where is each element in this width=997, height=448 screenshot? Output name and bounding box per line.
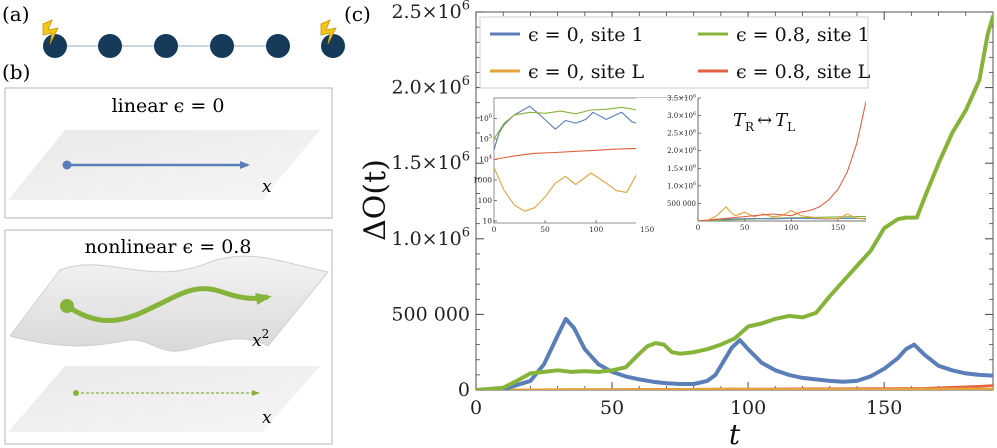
inset2-x-tick-label: 0 — [696, 223, 701, 232]
site-2 — [98, 34, 122, 58]
panel-b-label: (b) — [2, 60, 30, 84]
inset1-y-tick-label: 104 — [479, 155, 492, 164]
chain-sites — [43, 34, 345, 58]
inset2-x-tick-label: 50 — [740, 223, 750, 232]
linear-title: linear ϵ = 0 — [112, 95, 225, 117]
x-tick-label: 150 — [866, 397, 902, 419]
series-line-1 — [476, 14, 993, 390]
inset2-y-tick-label: 3.5×106 — [667, 93, 696, 102]
site-5 — [266, 34, 290, 58]
inset1-x-tick-label: 100 — [589, 225, 604, 234]
legend: ϵ = 0, site 1 ϵ = 0.8, site 1 ϵ = 0, site … — [479, 16, 871, 89]
nonlinear-start-dot — [60, 299, 74, 313]
inset2-x-tick-label: 100 — [784, 223, 799, 232]
inset1-x-tick-label: 0 — [492, 225, 497, 234]
legend-frame — [479, 16, 869, 89]
nonlinear-lower-plane — [8, 366, 320, 432]
panel-c-label: (c) — [344, 2, 371, 26]
nonlinear-title: nonlinear ϵ = 0.8 — [85, 236, 252, 258]
inset1-x-tick-label: 50 — [540, 225, 550, 234]
site-6 — [321, 34, 345, 58]
inset2-title: TR ↔ TL — [733, 110, 795, 134]
series-line-0 — [476, 316, 993, 390]
x-tick-label: 100 — [730, 397, 766, 419]
inset2-y-tick-label: 1.0×106 — [667, 181, 696, 190]
inset-reversed-chart: 0 50 100 150 500 000 1.0×106 1.5×106 2.0×106 2.5… — [636, 93, 866, 232]
legend-label: ϵ = 0, site 1 — [528, 24, 644, 46]
inset1-y-tick-label: 105 — [479, 134, 492, 143]
legend-label: ϵ = 0.8, site L — [736, 61, 871, 83]
panel-a-label: (a) — [2, 2, 30, 26]
y-tick-label: 2.5×106 — [391, 0, 470, 23]
inset2-series-line-2 — [698, 206, 866, 221]
linear-start-dot — [62, 160, 72, 170]
bolt-right-icon — [320, 19, 337, 45]
nonlinear-trajectory — [65, 286, 272, 323]
inset2-y-tick-label: 500 000 — [667, 200, 696, 208]
inset2-y-tick-label: 2.0×106 — [667, 146, 696, 155]
y-tick-label: 500 000 — [391, 303, 470, 325]
nonlinear-axis-lower: x — [262, 408, 272, 428]
bolt-left-icon — [42, 19, 59, 45]
inset2-y-tick-label: 1.5×106 — [667, 164, 696, 173]
inset2-y-tick-label: 2.5×106 — [667, 128, 696, 137]
y-tick-label: 2.0×106 — [391, 74, 470, 99]
y-tick-label: 0 — [458, 379, 470, 401]
x-tick-label: 0 — [470, 397, 482, 419]
projected-start-dot — [73, 390, 79, 396]
inset2-x-tick-label: 150 — [831, 223, 846, 232]
site-4 — [210, 34, 234, 58]
series-group — [476, 14, 993, 390]
inset2-series-group — [698, 100, 866, 221]
legend-label: ϵ = 0, site L — [528, 61, 645, 83]
site-3 — [154, 34, 178, 58]
legend-label: ϵ = 0.8, site 1 — [736, 24, 870, 46]
x-tick-label: 50 — [600, 397, 624, 419]
inset1-y-tick-label: 100 — [478, 196, 493, 205]
y-tick-label: 1.5×106 — [391, 150, 470, 175]
series-line-2 — [476, 387, 993, 390]
inset2-y-tick-label: 3.0×106 — [667, 111, 696, 120]
y-axis-label: ΔO(t) — [358, 159, 393, 241]
site-1 — [43, 34, 67, 58]
x-axis-label: t — [729, 418, 741, 448]
inset2-background — [636, 98, 866, 226]
nonlinear-axis-upper: x2 — [252, 327, 269, 351]
inset1-y-tick-label: 106 — [479, 114, 492, 123]
inset1-y-tick-label: 1000 — [473, 176, 492, 185]
y-tick-label: 1.0×106 — [391, 225, 470, 250]
linear-axis-label: x — [262, 177, 272, 197]
inset1-y-tick-label: 10 — [482, 217, 492, 226]
inset2-series-line-3 — [698, 100, 866, 221]
nonlinear-manifold — [9, 255, 329, 352]
inset1-x-tick-label: 150 — [640, 225, 655, 234]
